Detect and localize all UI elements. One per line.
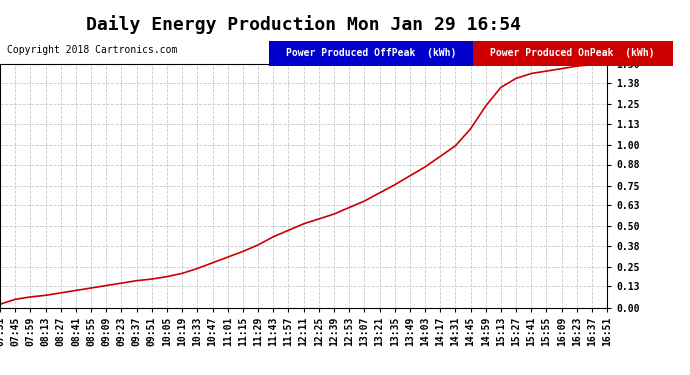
Text: Daily Energy Production Mon Jan 29 16:54: Daily Energy Production Mon Jan 29 16:54 — [86, 15, 521, 34]
Text: Copyright 2018 Cartronics.com: Copyright 2018 Cartronics.com — [7, 45, 177, 55]
Text: Power Produced OffPeak  (kWh): Power Produced OffPeak (kWh) — [286, 48, 456, 58]
Text: Power Produced OnPeak  (kWh): Power Produced OnPeak (kWh) — [491, 48, 655, 58]
